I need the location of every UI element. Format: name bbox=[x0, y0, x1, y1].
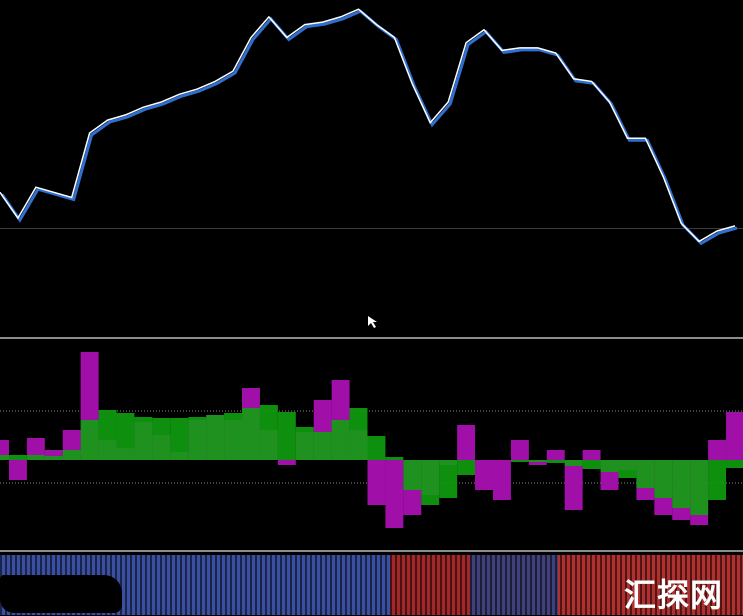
histogram-bar bbox=[582, 460, 601, 469]
histogram-bar bbox=[475, 460, 493, 490]
histogram-bar bbox=[690, 460, 709, 515]
histogram-bar bbox=[439, 460, 458, 498]
histogram-bar bbox=[492, 460, 511, 500]
histogram-bar bbox=[44, 456, 63, 460]
histogram-bar bbox=[134, 417, 153, 460]
histogram-bar bbox=[0, 440, 9, 460]
histogram-bar bbox=[367, 436, 386, 460]
price-line bbox=[0, 8, 736, 243]
histogram-bar bbox=[206, 415, 225, 460]
histogram-bar bbox=[367, 460, 386, 505]
histogram-bar bbox=[8, 460, 27, 480]
histogram-bar bbox=[44, 450, 63, 460]
histogram-bar bbox=[26, 455, 45, 460]
histogram-bar bbox=[528, 460, 547, 462]
histogram-bar bbox=[26, 438, 45, 460]
histogram-bar bbox=[277, 412, 296, 460]
histogram-bar bbox=[349, 408, 368, 460]
histogram-bar bbox=[457, 425, 476, 460]
histogram-bar bbox=[672, 460, 691, 508]
histogram-bar bbox=[636, 460, 655, 488]
cursor bbox=[368, 316, 377, 328]
histogram-bar bbox=[403, 460, 422, 490]
histogram-bar bbox=[242, 408, 260, 460]
histogram-bar bbox=[62, 450, 81, 460]
histogram-bar bbox=[385, 457, 404, 460]
histogram-bar bbox=[8, 455, 27, 460]
histogram-bar bbox=[170, 418, 189, 460]
histogram-bar bbox=[726, 412, 743, 460]
histogram-bar bbox=[546, 450, 565, 460]
histogram-bar bbox=[277, 460, 296, 465]
histogram-bar bbox=[152, 418, 171, 460]
histogram-bar bbox=[188, 417, 207, 460]
histogram-bar bbox=[510, 460, 529, 462]
price-shadow bbox=[0, 9, 738, 246]
histogram-bar bbox=[708, 460, 727, 500]
histogram-bar bbox=[564, 460, 583, 466]
histogram-bar bbox=[80, 420, 99, 460]
histogram-bar bbox=[116, 413, 135, 460]
histogram-bar bbox=[618, 460, 637, 478]
histogram-bar bbox=[582, 450, 601, 460]
histogram-bar bbox=[331, 420, 350, 460]
signal-strip bbox=[0, 555, 743, 615]
histogram-bar bbox=[259, 405, 278, 460]
histogram-bar bbox=[98, 410, 117, 460]
histogram-bar bbox=[510, 440, 529, 460]
chart bbox=[0, 8, 743, 552]
redaction bbox=[0, 575, 122, 613]
histogram-bar bbox=[457, 460, 476, 475]
histogram-bar bbox=[385, 460, 404, 528]
histogram-bar bbox=[421, 460, 440, 505]
histogram-bar bbox=[654, 460, 673, 498]
histogram-bar bbox=[564, 460, 583, 510]
histogram-bar bbox=[313, 432, 332, 460]
histogram-bar bbox=[546, 460, 565, 463]
watermark: 汇探网 bbox=[623, 576, 723, 614]
histogram-bar bbox=[224, 413, 243, 460]
histogram-bar bbox=[0, 455, 9, 460]
histogram-bar bbox=[708, 440, 727, 460]
histogram-bar bbox=[726, 460, 743, 468]
histogram-bar bbox=[528, 460, 547, 465]
histogram-bar bbox=[600, 460, 619, 472]
histogram-bar bbox=[295, 427, 314, 460]
